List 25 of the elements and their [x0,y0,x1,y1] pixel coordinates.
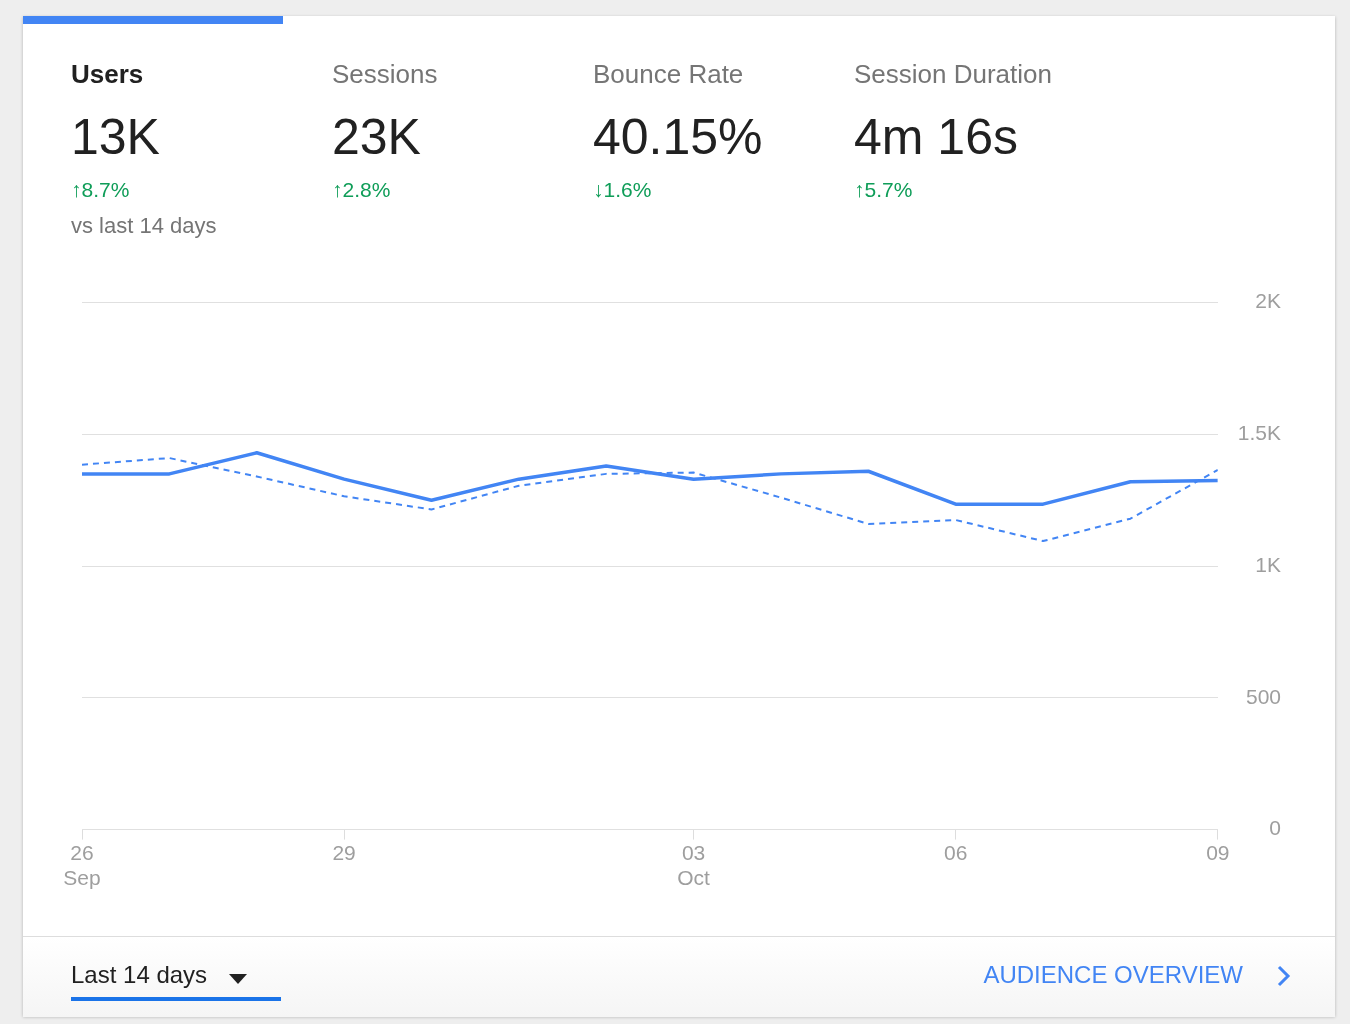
text: Sessions [332,59,438,90]
text: 23K [332,108,421,166]
text: Session Duration [854,59,1052,90]
y-tick-label: 1K [1255,552,1281,576]
text: 40.15% [593,108,763,166]
text: ↑5.7% [854,178,913,202]
x-tick-label: 26 Sep [63,841,101,890]
text: ↑8.7% [71,178,130,202]
y-tick-label: 1.5K [1237,421,1281,445]
text: 13K [71,108,160,166]
text: Users [71,59,144,90]
text: 4m 16s [854,108,1018,166]
text: ↓1.6% [593,178,652,202]
x-tick-label: 09 [1206,841,1230,864]
y-tick-label: 500 [1245,684,1281,708]
text: ↑2.8% [332,178,391,202]
x-tick-label: 03 Oct [677,841,711,890]
text: Bounce Rate [593,59,744,90]
text: vs last 14 days [71,213,217,239]
y-tick-label: 0 [1269,816,1281,840]
x-tick-label: 06 [944,841,968,864]
x-tick-label: 29 [332,841,356,864]
y-tick-label: 2K [1255,289,1281,313]
text: AUDIENCE OVERVIEW [983,961,1243,989]
text: Last 14 days [71,961,208,989]
